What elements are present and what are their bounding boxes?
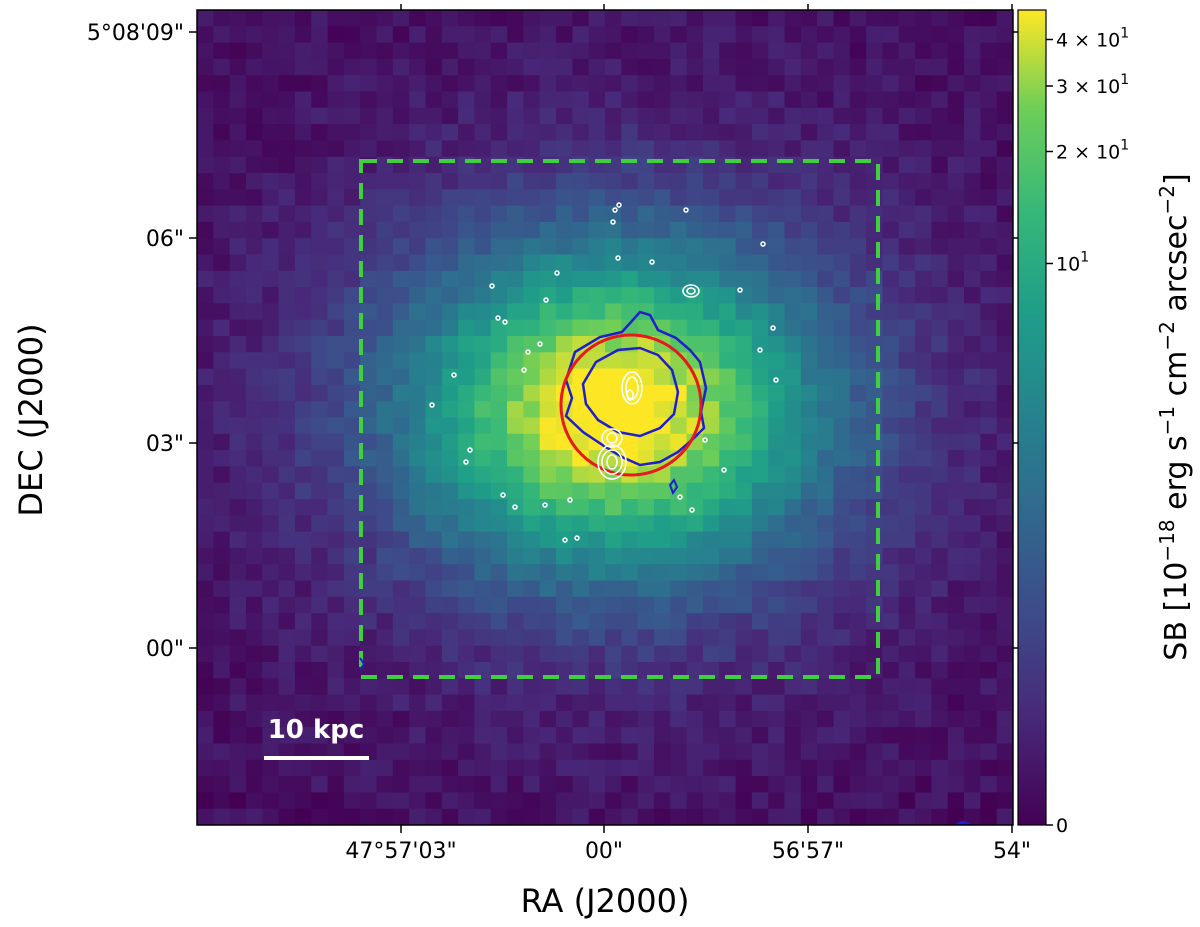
white-contour-speck xyxy=(677,494,683,500)
white-contour-speck xyxy=(612,207,618,213)
white-contour-speck xyxy=(542,502,548,508)
colorbar-gradient xyxy=(1017,9,1047,826)
colorbar: 0 101 2 × 101 3 × 101 4 × 101 SB [10−18 erg … xyxy=(1017,9,1194,837)
y-tick-label: 06" xyxy=(146,227,184,252)
white-contour-speck xyxy=(702,437,708,443)
white-contour-specks xyxy=(429,202,779,543)
colorbar-tick-label: 2 × 101 xyxy=(1056,138,1129,164)
white-contour-speck xyxy=(683,207,689,213)
white-contour-speck xyxy=(562,537,568,543)
x-tick-label: 54" xyxy=(993,839,1031,864)
red-circle-aperture xyxy=(559,333,703,477)
white-contour-speck xyxy=(467,447,473,453)
surface-brightness-map xyxy=(197,10,1013,825)
colorbar-tick-label: 4 × 101 xyxy=(1056,26,1129,52)
white-contour-speck xyxy=(610,219,616,225)
white-contour-speck xyxy=(489,283,495,289)
white-contour-speck xyxy=(537,341,543,347)
blue-contour-inner xyxy=(581,346,680,438)
white-contour-speck xyxy=(567,497,573,503)
white-contour-speck xyxy=(616,202,622,208)
y-tick-label: 00" xyxy=(146,637,184,662)
white-contours xyxy=(597,284,700,480)
white-contour-speck xyxy=(502,319,508,325)
x-tick-label: 00" xyxy=(585,839,623,864)
scale-bar: 10 kpc xyxy=(264,715,369,760)
white-contour-speck xyxy=(463,459,469,465)
blue-contour-small xyxy=(668,478,679,496)
x-tick-label: 47°57'03" xyxy=(345,839,456,864)
x-ticks xyxy=(400,4,1013,833)
plot-frame xyxy=(196,9,1014,826)
scale-bar-label: 10 kpc xyxy=(268,715,365,745)
white-contour-speck xyxy=(543,297,549,303)
colorbar-tick-label: 101 xyxy=(1056,250,1089,276)
white-contour-speck xyxy=(760,241,766,247)
white-contour-speck xyxy=(451,372,457,378)
white-contour-speck xyxy=(429,402,435,408)
overlays xyxy=(359,159,973,825)
y-axis-label: DEC (J2000) xyxy=(12,323,50,516)
white-contour-speck xyxy=(495,315,501,321)
white-contour-speck xyxy=(521,367,527,373)
white-contour-speck xyxy=(574,535,580,541)
white-contour-speck xyxy=(773,377,779,383)
x-tick-label: 56'57" xyxy=(772,839,844,864)
white-contour-speck xyxy=(512,504,518,510)
white-contour-speck xyxy=(770,325,776,331)
x-axis-label: RA (J2000) xyxy=(521,882,690,920)
white-contour-speck xyxy=(689,507,695,513)
white-contour-speck xyxy=(500,492,506,498)
white-contour-speck xyxy=(721,467,727,473)
white-contour-speck xyxy=(554,270,560,276)
white-contour-speck xyxy=(649,259,655,265)
colorbar-tick-label: 0 xyxy=(1056,815,1068,837)
y-tick-label: 03" xyxy=(146,432,184,457)
colorbar-label: SB [10−18 erg s−1 cm−2 arcsec−2] xyxy=(1155,173,1194,660)
white-contour-speck xyxy=(525,349,531,355)
white-contour-speck xyxy=(615,255,621,261)
colorbar-tick-label: 3 × 101 xyxy=(1056,72,1129,98)
colorbar-ticks: 0 101 2 × 101 3 × 101 4 × 101 xyxy=(1046,26,1129,837)
white-contour-speck xyxy=(757,347,763,353)
green-dashed-region-box xyxy=(359,159,880,679)
blue-contour-edge-left xyxy=(359,657,366,671)
white-contour-speck xyxy=(737,287,743,293)
y-tick-label: 5°08'09" xyxy=(87,21,184,46)
